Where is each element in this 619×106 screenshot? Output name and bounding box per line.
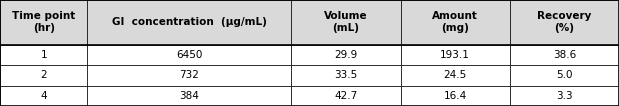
Bar xyxy=(87,86,292,106)
Text: 193.1: 193.1 xyxy=(440,50,470,60)
Text: Recovery
(%): Recovery (%) xyxy=(537,11,592,33)
Text: 33.5: 33.5 xyxy=(334,70,358,80)
Bar xyxy=(87,45,292,65)
Text: 42.7: 42.7 xyxy=(334,91,358,101)
Bar xyxy=(400,65,510,86)
Bar xyxy=(292,45,400,65)
Bar xyxy=(292,86,400,106)
Bar xyxy=(0,65,87,86)
Bar xyxy=(292,0,400,45)
Bar xyxy=(400,45,510,65)
Text: 5.0: 5.0 xyxy=(556,70,573,80)
Text: Volume
(mL): Volume (mL) xyxy=(324,11,368,33)
Bar xyxy=(87,65,292,86)
Bar xyxy=(0,0,87,45)
Bar xyxy=(400,0,510,45)
Bar xyxy=(510,0,619,45)
Text: 3.3: 3.3 xyxy=(556,91,573,101)
Bar xyxy=(510,65,619,86)
Text: 2: 2 xyxy=(40,70,47,80)
Text: 24.5: 24.5 xyxy=(444,70,467,80)
Text: 6450: 6450 xyxy=(176,50,202,60)
Text: Time point
(hr): Time point (hr) xyxy=(12,11,76,33)
Text: 4: 4 xyxy=(40,91,47,101)
Text: 384: 384 xyxy=(180,91,199,101)
Text: GI  concentration  (μg/mL): GI concentration (μg/mL) xyxy=(112,17,267,27)
Bar xyxy=(292,65,400,86)
Bar xyxy=(510,45,619,65)
Text: 29.9: 29.9 xyxy=(334,50,358,60)
Bar xyxy=(510,86,619,106)
Text: 732: 732 xyxy=(180,70,199,80)
Text: 38.6: 38.6 xyxy=(553,50,576,60)
Text: 16.4: 16.4 xyxy=(444,91,467,101)
Text: 1: 1 xyxy=(40,50,47,60)
Bar xyxy=(400,86,510,106)
Text: Amount
(mg): Amount (mg) xyxy=(432,11,478,33)
Bar xyxy=(0,86,87,106)
Bar xyxy=(87,0,292,45)
Bar xyxy=(0,45,87,65)
